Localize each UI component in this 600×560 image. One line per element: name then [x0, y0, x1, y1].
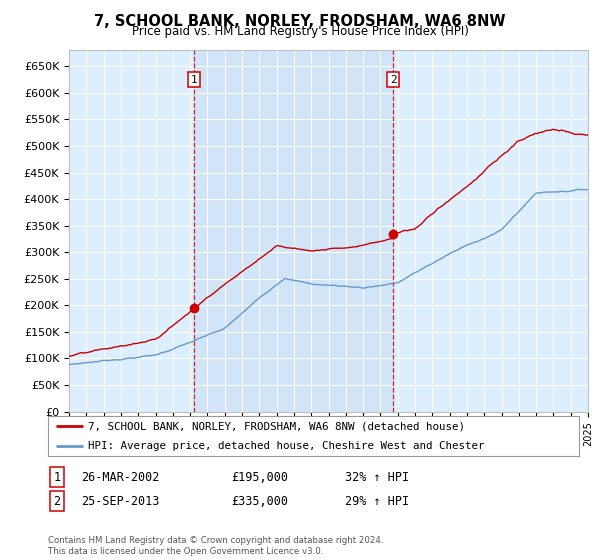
Text: 2: 2: [389, 74, 397, 85]
Text: 7, SCHOOL BANK, NORLEY, FRODSHAM, WA6 8NW: 7, SCHOOL BANK, NORLEY, FRODSHAM, WA6 8N…: [94, 14, 506, 29]
Text: 29% ↑ HPI: 29% ↑ HPI: [345, 494, 409, 508]
Text: 1: 1: [191, 74, 197, 85]
Text: Contains HM Land Registry data © Crown copyright and database right 2024.
This d: Contains HM Land Registry data © Crown c…: [48, 536, 383, 556]
Text: Price paid vs. HM Land Registry's House Price Index (HPI): Price paid vs. HM Land Registry's House …: [131, 25, 469, 38]
Text: £335,000: £335,000: [231, 494, 288, 508]
Text: HPI: Average price, detached house, Cheshire West and Chester: HPI: Average price, detached house, Ches…: [88, 441, 484, 451]
Text: 1: 1: [53, 470, 61, 484]
Text: 32% ↑ HPI: 32% ↑ HPI: [345, 470, 409, 484]
Text: £195,000: £195,000: [231, 470, 288, 484]
Text: 25-SEP-2013: 25-SEP-2013: [81, 494, 160, 508]
Text: 7, SCHOOL BANK, NORLEY, FRODSHAM, WA6 8NW (detached house): 7, SCHOOL BANK, NORLEY, FRODSHAM, WA6 8N…: [88, 421, 465, 431]
Text: 2: 2: [53, 494, 61, 508]
Bar: [194, 50, 393, 412]
Text: 26-MAR-2002: 26-MAR-2002: [81, 470, 160, 484]
